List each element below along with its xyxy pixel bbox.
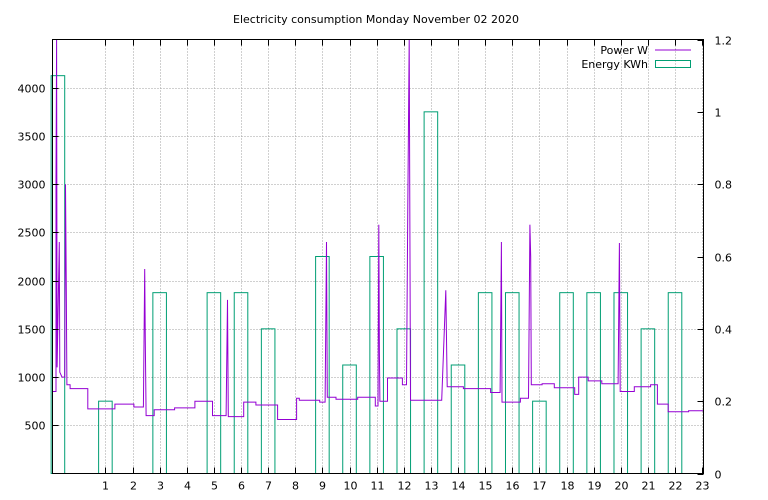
energy-bar xyxy=(233,292,249,474)
x-tick-label: 15 xyxy=(479,480,493,493)
x-tick-label: 23 xyxy=(696,480,710,493)
y-right-tick-label: 0.8 xyxy=(715,179,733,192)
power-series-line xyxy=(52,39,704,420)
y-right-tick-label: 0 xyxy=(715,469,722,482)
y-left-tick-label: 3000 xyxy=(18,179,46,192)
x-tick-label: 6 xyxy=(238,480,245,493)
energy-bar xyxy=(477,292,493,474)
x-tick-label: 13 xyxy=(425,480,439,493)
x-tick-label: 3 xyxy=(157,480,164,493)
energy-bar xyxy=(423,111,439,474)
energy-bar xyxy=(504,292,520,474)
x-tick-label: 5 xyxy=(211,480,218,493)
x-tick-label: 16 xyxy=(506,480,520,493)
energy-bar xyxy=(342,364,357,474)
x-tick-label: 22 xyxy=(669,480,683,493)
x-tick-label: 11 xyxy=(371,480,385,493)
energy-bar xyxy=(396,328,412,475)
energy-bar xyxy=(640,328,656,475)
energy-bar xyxy=(369,256,384,474)
y-right-tick-label: 0.4 xyxy=(715,324,733,337)
legend: Power W Energy KWh xyxy=(581,44,691,71)
y-left-tick-label: 1500 xyxy=(18,324,46,337)
x-tick-label: 4 xyxy=(184,480,191,493)
chart-title: Electricity consumption Monday November … xyxy=(233,13,519,26)
axis-ticks: 1 2 3 4 5 6 7 8 9 10 11 12 13 14 15 16 17 18 19 20 21 22 23500… xyxy=(18,35,733,493)
x-tick-label: 2 xyxy=(130,480,137,493)
y-left-tick-label: 500 xyxy=(25,420,46,433)
x-tick-label: 21 xyxy=(642,480,656,493)
x-tick-label: 20 xyxy=(615,480,629,493)
y-left-tick-label: 1000 xyxy=(18,372,46,385)
x-tick-label: 1 xyxy=(102,480,109,493)
y-right-tick-label: 0.6 xyxy=(715,252,733,265)
x-tick-label: 18 xyxy=(561,480,575,493)
x-tick-label: 8 xyxy=(292,480,299,493)
y-left-tick-label: 3500 xyxy=(18,131,46,144)
legend-power-label: Power W xyxy=(600,44,648,57)
grid-lines xyxy=(52,39,704,474)
energy-bar xyxy=(50,75,66,475)
energy-bar xyxy=(206,292,222,474)
legend-energy-swatch xyxy=(655,60,691,68)
y-left-tick-label: 4000 xyxy=(18,83,46,96)
x-tick-label: 7 xyxy=(265,480,272,493)
y-left-tick-label: 2000 xyxy=(18,276,46,289)
energy-bar xyxy=(152,292,167,474)
x-tick-label: 9 xyxy=(319,480,326,493)
x-tick-label: 10 xyxy=(344,480,358,493)
energy-bar xyxy=(613,292,629,474)
x-tick-label: 19 xyxy=(588,480,602,493)
y-right-tick-label: 1 xyxy=(715,107,722,120)
y-left-tick-label: 2500 xyxy=(18,227,46,240)
energy-bar xyxy=(559,292,574,474)
energy-bar xyxy=(586,292,601,474)
y-right-tick-label: 1.2 xyxy=(715,35,733,48)
x-tick-label: 17 xyxy=(533,480,547,493)
energy-bar xyxy=(667,292,683,474)
y-right-tick-label: 0.2 xyxy=(715,396,733,409)
legend-energy-label: Energy KWh xyxy=(581,58,648,71)
energy-bar xyxy=(260,328,276,475)
x-tick-label: 12 xyxy=(398,480,412,493)
power-line-group xyxy=(52,39,704,420)
x-tick-label: 14 xyxy=(452,480,466,493)
